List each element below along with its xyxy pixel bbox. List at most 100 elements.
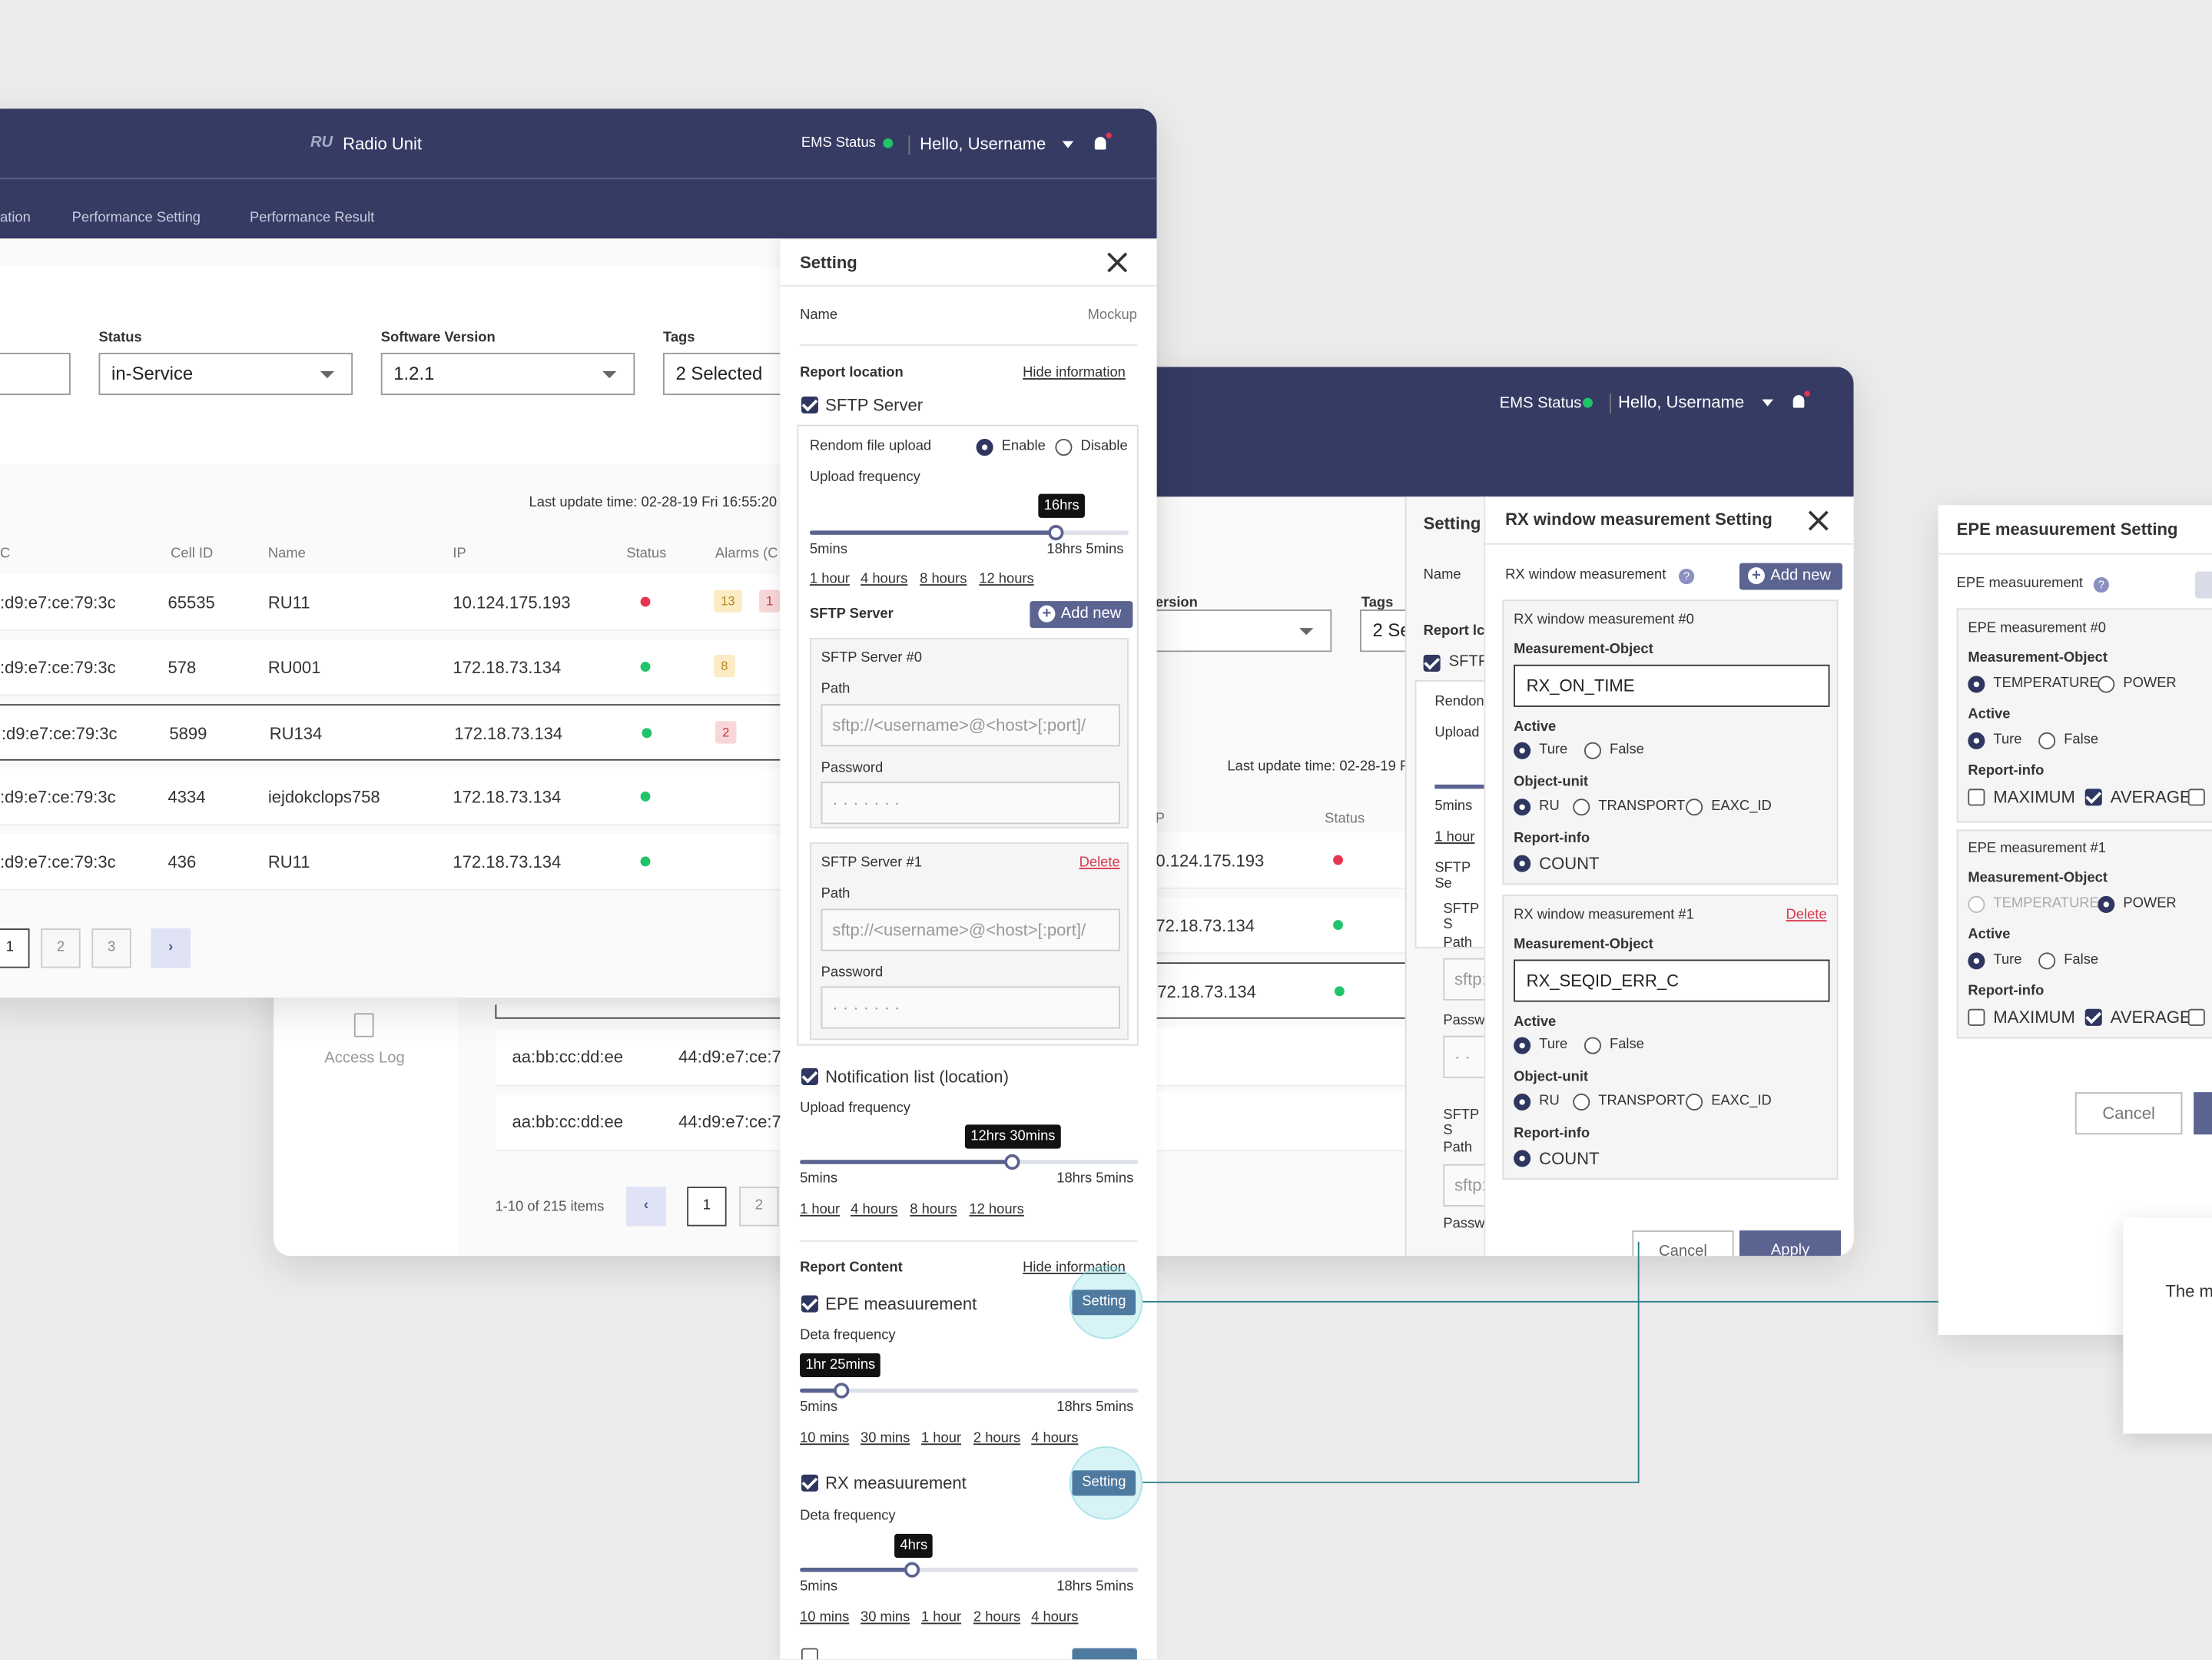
table-row[interactable]: .0.124.175.193: [1119, 832, 1417, 889]
rx-setting-button[interactable]: Setting: [1072, 1470, 1136, 1496]
sftp-delete-link[interactable]: Delete: [1079, 855, 1120, 871]
epe-cancel-button[interactable]: Cancel: [2074, 1092, 2183, 1135]
epe-active-false-radio[interactable]: [2038, 952, 2056, 970]
rx-active-true-radio[interactable]: [1514, 1037, 1531, 1054]
notification-frequency-slider[interactable]: [800, 1154, 1139, 1170]
epe-average-checkbox[interactable]: [2084, 1008, 2102, 1026]
user-greeting[interactable]: Hello, Username: [920, 134, 1046, 154]
rx-delete-link[interactable]: Delete: [1786, 907, 1827, 923]
access-log-label[interactable]: Access Log: [324, 1050, 405, 1067]
preset-8-hours[interactable]: 8 hours: [910, 1202, 957, 1218]
software-version-select[interactable]: 1.2.1: [380, 353, 635, 396]
table-row[interactable]: :d9:e7:ce:79:3c 65535 RU11 10.124.175.193 13…: [0, 574, 784, 631]
epe-temperature-radio[interactable]: [1968, 895, 1985, 913]
bell-icon[interactable]: [1792, 390, 1810, 408]
user-greeting[interactable]: Hello, Username: [1618, 392, 1745, 413]
back-page-2[interactable]: 2: [739, 1187, 779, 1227]
preset-1-hour[interactable]: 1 hour: [809, 571, 850, 587]
table-row[interactable]: :d9:e7:ce:79:3c 436 RU11 172.18.73.134: [0, 834, 784, 891]
back-page-1[interactable]: 1: [687, 1187, 727, 1227]
epe-apply-button[interactable]: [2194, 1092, 2212, 1135]
preset-30-mins[interactable]: 30 mins: [861, 1430, 910, 1447]
epe-frequency-slider[interactable]: [800, 1383, 1139, 1399]
filter-partial-input[interactable]: [0, 353, 71, 396]
rx-unit-transport-radio[interactable]: [1573, 1093, 1590, 1111]
epe-maximum-checkbox[interactable]: [1968, 1008, 1985, 1026]
epe-average-checkbox[interactable]: [2084, 788, 2102, 806]
notification-list-checkbox[interactable]: [801, 1067, 818, 1085]
epe-active-true-radio[interactable]: [1968, 732, 1985, 749]
rx-apply-button[interactable]: Apply: [1739, 1230, 1842, 1257]
sftp-add-new-button[interactable]: Add new: [1030, 601, 1133, 629]
rx-mo-select-1[interactable]: RX_SEQID_ERR_C: [1514, 959, 1830, 1002]
epe-temperature-radio[interactable]: [1968, 676, 1985, 693]
rx-active-false-radio[interactable]: [1584, 742, 1601, 759]
rx-mo-select-0[interactable]: RX_ON_TIME: [1514, 664, 1830, 707]
preset-2-hours[interactable]: 2 hours: [973, 1430, 1021, 1447]
table-row[interactable]: :d9:e7:ce:79:3c 578 RU001 172.18.73.134 8: [0, 639, 784, 696]
rx-active-true-radio[interactable]: [1514, 742, 1531, 759]
preset-1-hour[interactable]: 1 hour: [920, 1430, 962, 1447]
sftp-path-input[interactable]: sftp://<username>@<host>[:port]/: [821, 704, 1120, 747]
preset-4-hours[interactable]: 4 hours: [1031, 1609, 1079, 1626]
preset-4-hours[interactable]: 4 hours: [861, 571, 908, 587]
close-icon[interactable]: [1107, 253, 1127, 273]
page-2[interactable]: 2: [41, 928, 81, 968]
sftp-path-input[interactable]: sftp://<username>@<host>[:port]/: [821, 908, 1120, 951]
table-row[interactable]: :d9:e7:ce:79:3c 5899 RU134 172.18.73.134 2: [0, 704, 784, 761]
epe-active-false-radio[interactable]: [2038, 732, 2056, 749]
preset-8-hours[interactable]: 8 hours: [920, 571, 967, 587]
tab-configuration[interactable]: ation: [0, 210, 31, 226]
epe-setting-button[interactable]: Setting: [1072, 1290, 1136, 1316]
preset-4-hours[interactable]: 4 hours: [851, 1202, 898, 1218]
rx-active-false-radio[interactable]: [1584, 1037, 1601, 1054]
close-icon[interactable]: [1809, 511, 1829, 531]
next-page[interactable]: ›: [151, 928, 191, 968]
epe-measurement-checkbox[interactable]: [801, 1295, 818, 1313]
enable-radio[interactable]: [976, 439, 993, 456]
back-sftp-checkbox[interactable]: [1423, 654, 1441, 672]
rx-unit-ru-radio[interactable]: [1514, 1093, 1531, 1111]
rx-frequency-slider[interactable]: [800, 1562, 1139, 1578]
epe-power-radio[interactable]: [2098, 676, 2115, 693]
tab-performance-result[interactable]: Performance Result: [249, 210, 375, 226]
chevron-down-icon[interactable]: [1062, 141, 1074, 148]
preset-10-mins[interactable]: 10 mins: [800, 1430, 850, 1447]
epe-m-checkbox[interactable]: [2187, 788, 2205, 806]
preset-12-hours[interactable]: 12 hours: [979, 571, 1034, 587]
status-select[interactable]: in-Service: [98, 353, 353, 396]
table-row[interactable]: .72.18.73.134: [1119, 962, 1417, 1019]
upload-frequency-slider[interactable]: [809, 525, 1129, 541]
bell-icon[interactable]: [1094, 132, 1112, 150]
preset-4-hours[interactable]: 4 hours: [1031, 1430, 1079, 1447]
rx-unit-transport-radio[interactable]: [1573, 798, 1590, 816]
preset-12-hours[interactable]: 12 hours: [969, 1202, 1024, 1218]
hide-information-link[interactable]: Hide information: [1023, 365, 1126, 381]
help-icon[interactable]: ?: [1678, 568, 1695, 585]
partial-checkbox[interactable]: [801, 1648, 818, 1660]
sftp-password-input[interactable]: · · · · · · ·: [821, 782, 1120, 825]
rx-unit-ru-radio[interactable]: [1514, 798, 1531, 816]
epe-maximum-checkbox[interactable]: [1968, 788, 1985, 806]
rx-measurement-checkbox[interactable]: [801, 1474, 818, 1492]
rx-unit-eaxc-radio[interactable]: [1686, 798, 1703, 816]
preset-10-mins[interactable]: 10 mins: [800, 1609, 850, 1626]
preset-1-hour[interactable]: 1 hour: [920, 1609, 962, 1626]
preset-1-hour[interactable]: 1 hour: [800, 1202, 841, 1218]
preset-2-hours[interactable]: 2 hours: [973, 1609, 1021, 1626]
table-row[interactable]: .72.18.73.134: [1119, 897, 1417, 954]
back-prev-page[interactable]: ‹: [626, 1187, 666, 1227]
page-1[interactable]: 1: [0, 928, 30, 968]
epe-add-new-button[interactable]: [2194, 571, 2212, 599]
chevron-down-icon[interactable]: [1762, 399, 1773, 407]
epe-m-checkbox[interactable]: [2187, 1008, 2205, 1026]
rx-cancel-button[interactable]: Cancel: [1632, 1230, 1734, 1257]
tab-performance-setting[interactable]: Performance Setting: [71, 210, 201, 226]
rx-unit-eaxc-radio[interactable]: [1686, 1093, 1703, 1111]
rx-add-new-button[interactable]: Add new: [1739, 563, 1842, 590]
page-3[interactable]: 3: [91, 928, 131, 968]
preset-30-mins[interactable]: 30 mins: [861, 1609, 910, 1626]
rx-report-count-radio[interactable]: [1514, 1150, 1531, 1167]
disable-radio[interactable]: [1055, 439, 1073, 456]
table-row[interactable]: :d9:e7:ce:79:3c 4334 iejdokclops758 172.18.…: [0, 769, 784, 826]
